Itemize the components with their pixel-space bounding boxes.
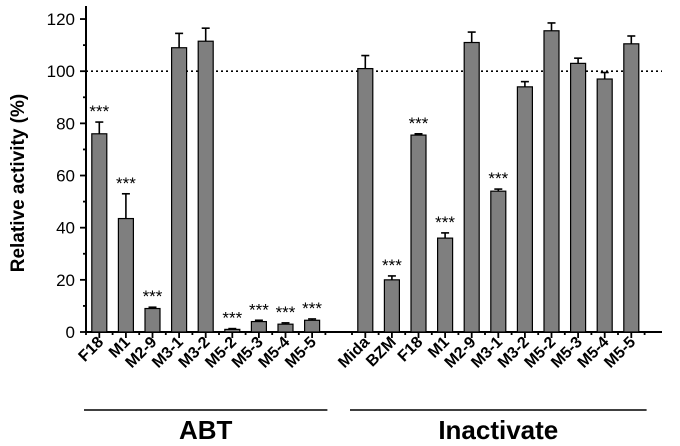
bar xyxy=(91,133,108,333)
bar xyxy=(250,320,267,333)
bar xyxy=(410,134,427,333)
significance-marker: *** xyxy=(488,169,508,188)
y-tick-label: 40 xyxy=(56,219,75,238)
significance-marker: *** xyxy=(116,174,136,193)
bar xyxy=(171,47,188,333)
y-tick-label: 20 xyxy=(56,271,75,290)
category-label: F18 xyxy=(395,334,427,366)
significance-marker: *** xyxy=(89,102,109,121)
group-label: ABT xyxy=(179,415,233,445)
significance-marker: *** xyxy=(143,287,163,306)
significance-layer: *** *** *** *** *** *** *** *** *** *** *** xyxy=(89,102,508,328)
y-axis: 0 20 40 60 80 100 120 xyxy=(47,6,662,342)
bar xyxy=(516,86,534,333)
bar xyxy=(383,279,400,333)
category-label: M5-5 xyxy=(601,334,639,372)
y-tick-label: 80 xyxy=(56,114,75,133)
group-labels-layer: ABT Inactivate xyxy=(84,409,647,445)
significance-marker: *** xyxy=(409,114,429,133)
bar xyxy=(304,319,321,333)
significance-marker: *** xyxy=(435,213,455,232)
bar xyxy=(144,307,161,333)
y-axis-label: Relative activity (%) xyxy=(8,94,29,272)
y-tick-label: 60 xyxy=(56,167,75,186)
category-label: M5-5 xyxy=(282,334,320,372)
bar xyxy=(623,43,640,333)
y-tick-label: 100 xyxy=(47,62,75,81)
bar xyxy=(463,41,480,333)
bar xyxy=(117,217,135,333)
group-label: Inactivate xyxy=(438,415,558,445)
y-tick-label: 120 xyxy=(47,10,75,29)
significance-marker: *** xyxy=(382,256,402,275)
significance-marker: *** xyxy=(302,299,322,318)
category-label: F18 xyxy=(76,334,108,366)
bar xyxy=(569,62,587,333)
bar xyxy=(197,40,214,333)
bar xyxy=(490,190,507,333)
bar xyxy=(224,328,241,333)
bars-layer xyxy=(91,22,640,333)
category-label: BZM xyxy=(363,334,400,371)
significance-marker: *** xyxy=(249,300,269,319)
bar xyxy=(357,67,374,333)
bar xyxy=(596,78,613,333)
bar xyxy=(543,30,560,333)
bar xyxy=(437,237,454,333)
y-tick-label: 0 xyxy=(66,323,75,342)
significance-marker: *** xyxy=(222,309,242,328)
bar xyxy=(277,323,294,333)
significance-marker: *** xyxy=(276,303,296,322)
